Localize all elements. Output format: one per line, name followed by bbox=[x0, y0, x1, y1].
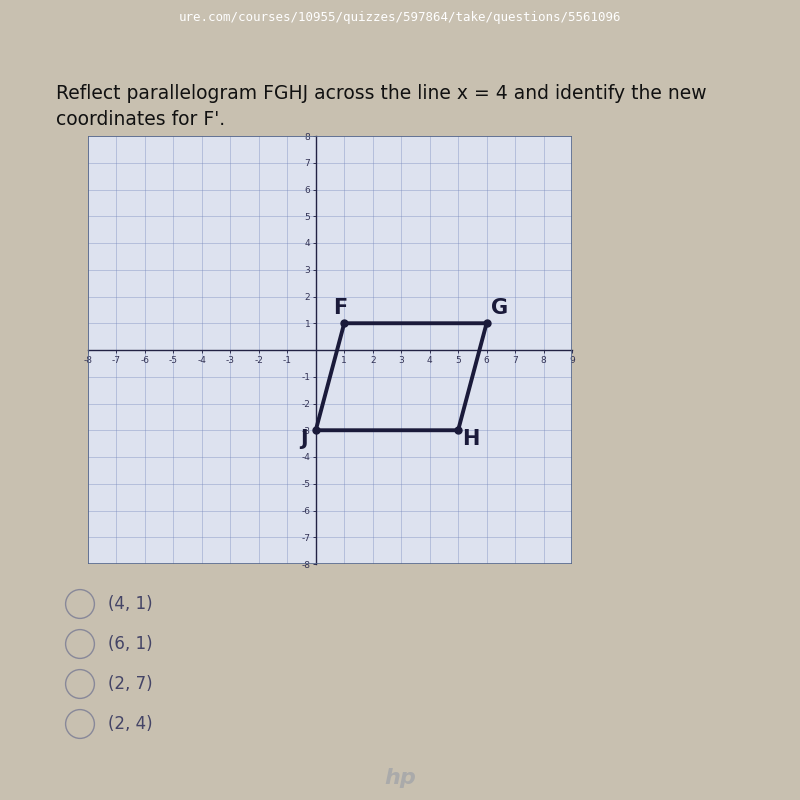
Text: (4, 1): (4, 1) bbox=[108, 595, 153, 613]
Text: (2, 4): (2, 4) bbox=[108, 715, 153, 733]
Text: G: G bbox=[491, 298, 508, 318]
Text: Reflect parallelogram FGHJ across the line x = 4 and identify the new: Reflect parallelogram FGHJ across the li… bbox=[56, 84, 706, 103]
Text: hp: hp bbox=[384, 768, 416, 788]
Text: ure.com/courses/10955/quizzes/597864/take/questions/5561096: ure.com/courses/10955/quizzes/597864/tak… bbox=[178, 11, 622, 25]
Text: F: F bbox=[333, 298, 347, 318]
Text: J: J bbox=[300, 429, 308, 449]
Text: (2, 7): (2, 7) bbox=[108, 675, 153, 693]
Text: H: H bbox=[462, 429, 480, 449]
Text: coordinates for F'.: coordinates for F'. bbox=[56, 110, 225, 130]
Text: (6, 1): (6, 1) bbox=[108, 635, 153, 653]
